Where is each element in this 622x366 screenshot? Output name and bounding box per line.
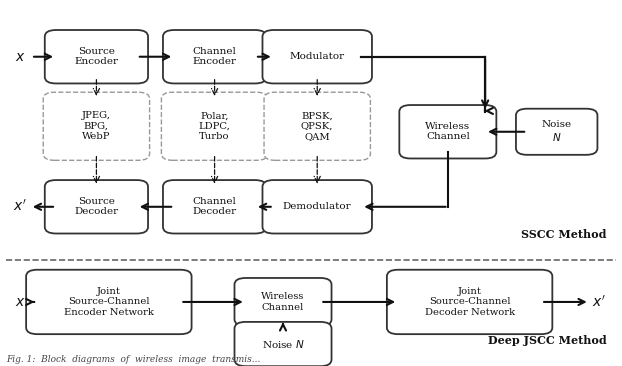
FancyBboxPatch shape [163,30,266,83]
FancyBboxPatch shape [516,109,597,155]
FancyBboxPatch shape [26,270,192,334]
Text: $\mathbf{\mathit{x'}}$: $\mathbf{\mathit{x'}}$ [13,199,27,214]
Text: Noise
$\mathit{N}$: Noise $\mathit{N}$ [542,120,572,143]
Text: SSCC Method: SSCC Method [521,229,606,240]
FancyBboxPatch shape [45,180,148,234]
FancyBboxPatch shape [163,180,266,234]
FancyBboxPatch shape [234,322,332,366]
FancyBboxPatch shape [262,180,372,234]
FancyBboxPatch shape [234,278,332,326]
FancyBboxPatch shape [161,92,267,160]
Text: Fig. 1:  Block  diagrams  of  wireless  image  transmis...: Fig. 1: Block diagrams of wireless image… [6,355,261,364]
FancyBboxPatch shape [43,92,150,160]
Text: $\mathbf{\mathit{x'}}$: $\mathbf{\mathit{x'}}$ [592,294,606,310]
Text: Deep JSCC Method: Deep JSCC Method [488,335,606,346]
Text: Noise $\mathit{N}$: Noise $\mathit{N}$ [262,338,304,350]
Text: Source
Decoder: Source Decoder [75,197,118,217]
FancyBboxPatch shape [387,270,552,334]
Text: Demodulator: Demodulator [283,202,351,211]
Text: Joint
Source-Channel
Encoder Network: Joint Source-Channel Encoder Network [64,287,154,317]
FancyBboxPatch shape [399,105,496,158]
Text: Wireless
Channel: Wireless Channel [261,292,305,312]
Text: Wireless
Channel: Wireless Channel [425,122,470,142]
Text: $\mathbf{\mathit{x}}$: $\mathbf{\mathit{x}}$ [14,295,26,309]
Text: JPEG,
BPG,
WebP: JPEG, BPG, WebP [82,111,111,141]
Text: Source
Encoder: Source Encoder [75,47,118,67]
Text: Channel
Encoder: Channel Encoder [193,47,236,67]
Text: Joint
Source-Channel
Decoder Network: Joint Source-Channel Decoder Network [425,287,514,317]
Text: $\mathbf{\mathit{x}}$: $\mathbf{\mathit{x}}$ [14,50,26,64]
FancyBboxPatch shape [262,30,372,83]
Text: Polar,
LDPC,
Turbo: Polar, LDPC, Turbo [198,111,231,141]
Text: Channel
Decoder: Channel Decoder [193,197,236,217]
Text: Modulator: Modulator [290,52,345,61]
FancyBboxPatch shape [264,92,371,160]
Text: BPSK,
QPSK,
QAM: BPSK, QPSK, QAM [301,111,333,141]
FancyBboxPatch shape [45,30,148,83]
